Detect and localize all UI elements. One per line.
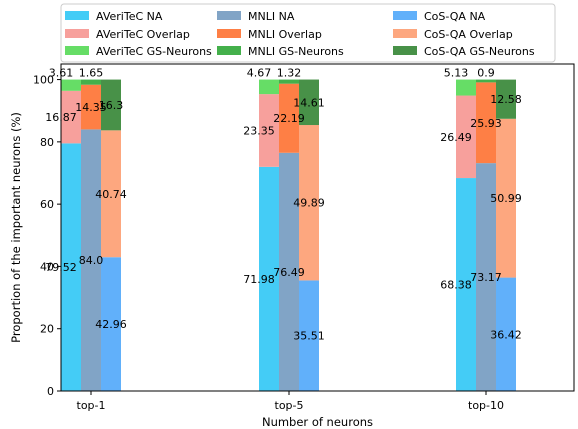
data-label-mnli-overlap-top-10: 25.93 [470,117,502,130]
data-label-mnli-na-top-5: 76.49 [273,266,305,279]
x-tick-label-top-1: top-1 [77,399,106,412]
data-label-averitec-overlap-top-10: 26.49 [440,131,472,144]
x-tick-label-top-10: top-10 [468,399,504,412]
legend-label-averitec-overlap: AVeriTeC Overlap [96,28,190,41]
legend-swatch-mnli-gs-neurons [217,46,241,55]
legend-swatch-averitec-na [65,11,89,20]
data-labels-layer: 79.5216.873.6171.9823.354.6768.3826.495.… [45,67,522,343]
bar-averitec-na-top-1 [61,143,81,391]
data-label-averitec-na-top-10: 68.38 [440,279,472,292]
data-label-cos-qa-na-top-5: 35.51 [293,330,325,343]
bar-cos-qa-overlap-top-1 [101,130,121,258]
y-tick-label: 100 [33,74,54,87]
data-label-mnli-gs-neurons-top-1: 1.65 [79,67,104,80]
data-label-cos-qa-overlap-top-5: 49.89 [293,197,325,210]
y-axis: 0 20 40 60 80 100 [33,74,61,398]
legend-label-averitec-gs-neurons: AVeriTeC GS-Neurons [96,45,212,58]
bar-cos-qa-na-top-10 [496,277,516,391]
data-label-cos-qa-gs-neurons-top-1: 16.3 [99,99,124,112]
data-label-mnli-overlap-top-5: 22.19 [273,112,305,125]
data-label-cos-qa-na-top-10: 36.42 [490,328,522,341]
data-label-mnli-gs-neurons-top-5: 1.32 [277,67,302,80]
x-axis-title: Number of neurons [262,415,373,429]
y-tick-label: 60 [40,198,54,211]
x-tick-label-top-5: top-5 [275,399,304,412]
data-label-cos-qa-overlap-top-10: 50.99 [490,192,522,205]
bar-cos-qa-na-top-5 [299,280,319,391]
data-label-averitec-gs-neurons-top-5: 4.67 [247,67,272,80]
data-label-cos-qa-overlap-top-1: 40.74 [95,188,127,201]
legend-swatch-averitec-gs-neurons [65,46,89,55]
bar-averitec-gs-neurons-top-5 [259,79,279,95]
data-label-mnli-gs-neurons-top-10: 0.9 [477,67,495,80]
data-label-cos-qa-gs-neurons-top-10: 12.58 [490,93,522,106]
bar-mnli-na-top-5 [279,152,299,391]
legend-swatch-cos-qa-overlap [393,29,417,38]
data-label-cos-qa-na-top-1: 42.96 [95,318,127,331]
bar-mnli-overlap-top-10 [476,82,496,164]
plot-area-frame [60,63,575,392]
bar-cos-qa-gs-neurons-top-1 [101,79,121,131]
y-tick-label: 80 [40,136,54,149]
legend: AVeriTeC NA MNLI NA CoS-QA NA AVeriTeC Over… [60,3,556,63]
bar-cos-qa-overlap-top-5 [299,125,319,281]
bar-cos-qa-gs-neurons-top-5 [299,79,319,126]
data-label-averitec-overlap-top-5: 23.35 [243,124,275,137]
legend-swatch-mnli-na [217,11,241,20]
x-axis: top-1 top-5 top-10 [77,391,504,412]
data-label-mnli-na-top-10: 73.17 [470,271,502,284]
legend-swatch-mnli-overlap [217,29,241,38]
y-tick-label: 0 [47,385,54,398]
bar-averitec-overlap-top-5 [259,94,279,167]
y-axis-title: Proportion of the important neurons (%) [9,112,23,343]
data-label-mnli-overlap-top-1: 14.35 [75,101,107,114]
legend-swatch-cos-qa-gs-neurons [393,46,417,55]
y-tick-label: 20 [40,323,54,336]
data-label-mnli-na-top-1: 84.0 [79,254,104,267]
bar-mnli-gs-neurons-top-10 [476,79,496,83]
legend-label-mnli-na: MNLI NA [248,10,295,23]
bar-cos-qa-gs-neurons-top-10 [496,79,516,119]
data-label-averitec-gs-neurons-top-10: 5.13 [444,67,469,80]
bar-averitec-na-top-10 [456,178,476,391]
legend-frame [60,3,556,63]
bar-mnli-overlap-top-1 [81,84,101,130]
bar-averitec-overlap-top-10 [456,95,476,179]
bar-mnli-na-top-1 [81,129,101,391]
y-tick-label: 40 [40,260,54,273]
bar-cos-qa-overlap-top-10 [496,118,516,278]
bar-mnli-gs-neurons-top-1 [81,79,101,85]
legend-swatch-cos-qa-na [393,11,417,20]
bar-mnli-na-top-10 [476,163,496,391]
legend-label-cos-qa-overlap: CoS-QA Overlap [424,28,513,41]
legend-label-cos-qa-gs-neurons: CoS-QA GS-Neurons [424,45,535,58]
legend-swatch-averitec-overlap [65,29,89,38]
bar-averitec-overlap-top-1 [61,90,81,144]
bars-layer [61,79,516,391]
data-label-cos-qa-gs-neurons-top-5: 14.61 [293,96,325,109]
bar-cos-qa-na-top-1 [101,257,121,391]
legend-label-averitec-na: AVeriTeC NA [96,10,163,23]
bar-averitec-gs-neurons-top-10 [456,79,476,96]
data-label-averitec-na-top-5: 71.98 [243,273,275,286]
legend-label-cos-qa-na: CoS-QA NA [424,10,486,23]
legend-label-mnli-overlap: MNLI Overlap [248,28,322,41]
bar-mnli-gs-neurons-top-5 [279,79,299,84]
bar-averitec-na-top-5 [259,166,279,391]
legend-label-mnli-gs-neurons: MNLI GS-Neurons [248,45,344,58]
bar-mnli-overlap-top-5 [279,83,299,153]
bar-averitec-gs-neurons-top-1 [61,79,81,91]
